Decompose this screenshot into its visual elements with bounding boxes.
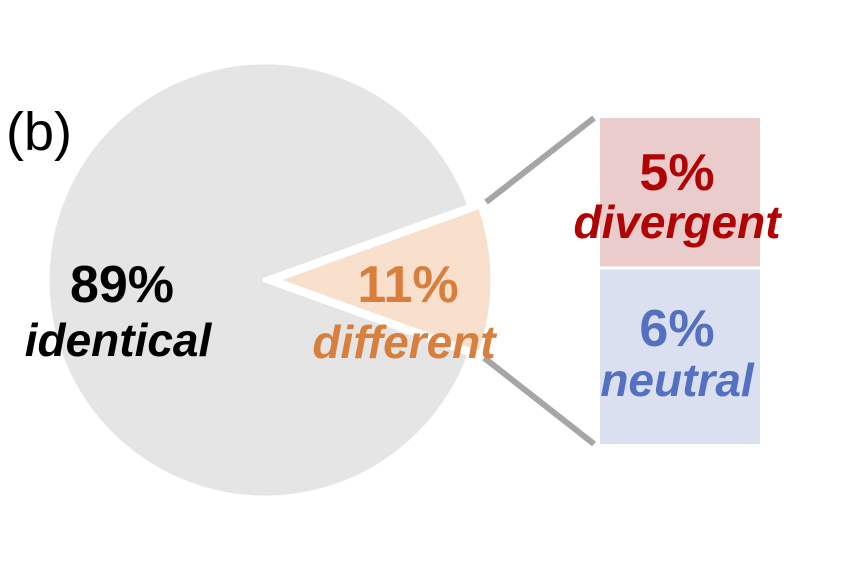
breakdown-segment-divergent [600,118,760,267]
different-category-label: different [312,316,497,368]
neutral-percent-label: 6% [639,300,714,358]
connector-line-bottom [482,355,596,447]
different-percent-label: 11% [357,256,458,314]
pie-slice-identical [44,59,473,501]
neutral-category-label: neutral [600,354,755,406]
connector-line-top [484,115,596,205]
identical-percent-label: 89% [70,256,174,314]
pie-slice-different [272,203,496,357]
identical-category-label: identical [25,314,213,366]
breakdown-segment-neutral [600,269,760,444]
panel-label: (b) [6,102,72,162]
divergent-percent-label: 5% [639,144,714,202]
divergent-category-label: divergent [573,196,782,248]
